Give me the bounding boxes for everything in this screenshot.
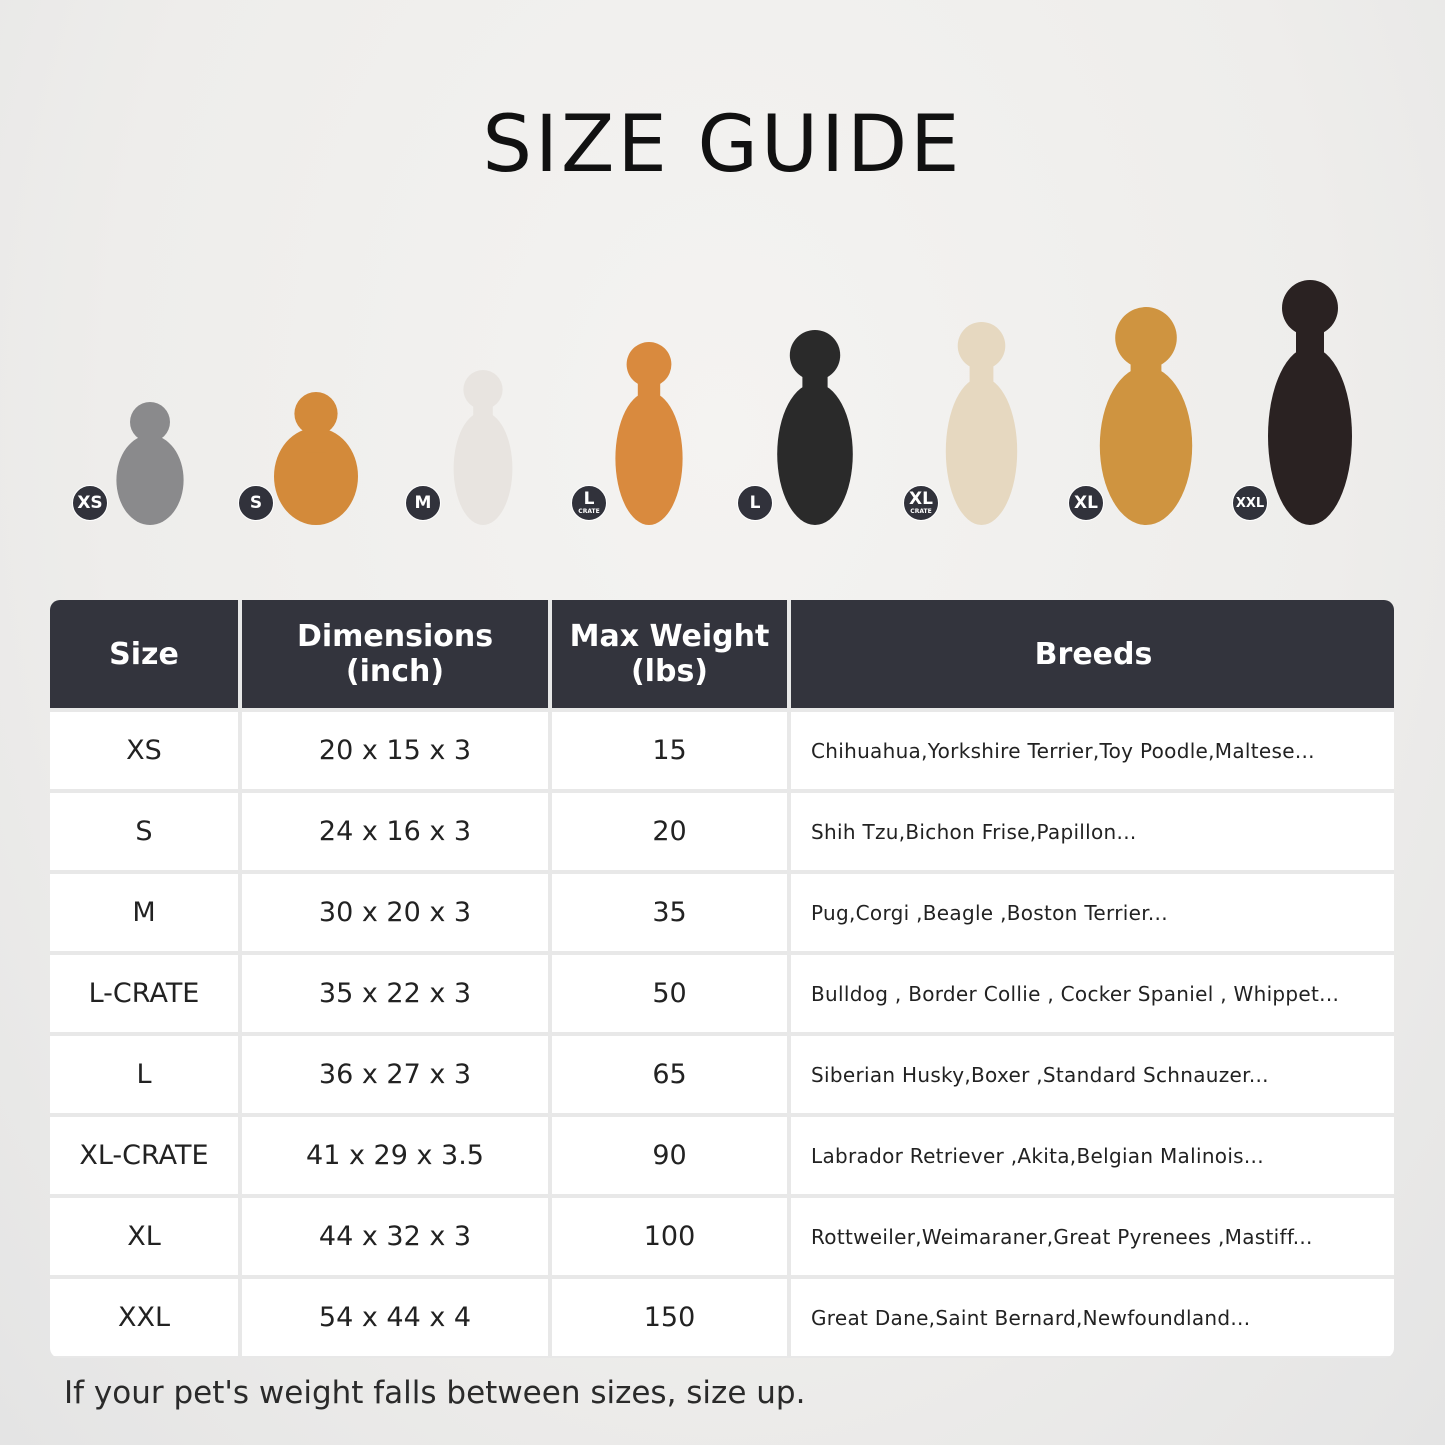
size-cell: L [50,1036,238,1113]
max-weight-cell: 35 [552,874,787,951]
dimensions-cell: 41 x 29 x 3.5 [242,1117,548,1194]
header-breeds: Breeds [791,600,1394,708]
size-cell: M [50,874,238,951]
breeds-cell: Shih Tzu,Bichon Frise,Papillon... [791,793,1394,870]
max-weight-cell: 50 [552,955,787,1032]
pet-photo [1268,280,1352,525]
breeds-cell: Pug,Corgi ,Beagle ,Boston Terrier... [791,874,1394,951]
size-badge: XL CRATE [903,485,939,521]
size-cell: XL [50,1198,238,1275]
dimensions-cell: 35 x 22 x 3 [242,955,548,1032]
breeds-cell: Siberian Husky,Boxer ,Standard Schnauzer… [791,1036,1394,1113]
size-cell: L-CRATE [50,955,238,1032]
max-weight-cell: 150 [552,1279,787,1356]
badge-label: S [249,492,263,513]
pet-photo [116,402,184,525]
dimensions-cell: 30 x 20 x 3 [242,874,548,951]
sizing-note: If your pet's weight falls between sizes… [64,1375,806,1411]
size-badge: S [238,485,274,521]
header-size: Size [50,600,238,708]
badge-label: L [749,492,761,513]
breeds-cell: Bulldog , Border Collie , Cocker Spaniel… [791,955,1394,1032]
dimensions-cell: 24 x 16 x 3 [242,793,548,870]
breeds-cell: Labrador Retriever ,Akita,Belgian Malino… [791,1117,1394,1194]
badge-label: M [414,492,432,513]
size-table: Size Dimensions (inch) Max Weight (lbs) Bre… [50,600,1394,1358]
badge-label: L [583,489,595,509]
size-badge: M [405,485,441,521]
size-cell: S [50,793,238,870]
size-cell: XL-CRATE [50,1117,238,1194]
dimensions-cell: 44 x 32 x 3 [242,1198,548,1275]
size-cell: XXL [50,1279,238,1356]
badge-sublabel: CRATE [578,508,600,515]
max-weight-cell: 15 [552,712,787,789]
page-title: SIZE GUIDE [482,100,963,190]
badge-label: XXL [1235,495,1265,511]
badge-sublabel: CRATE [910,508,932,515]
pet-photo [1099,307,1193,525]
badge-label: XL [909,489,933,509]
size-badge: L [737,485,773,521]
dimensions-cell: 20 x 15 x 3 [242,712,548,789]
size-badge: XXL [1232,485,1268,521]
pet-photo [274,392,358,525]
size-cell: XS [50,712,238,789]
size-badge: XL [1068,485,1104,521]
pet-photo [615,342,683,525]
breeds-cell: Chihuahua,Yorkshire Terrier,Toy Poodle,M… [791,712,1394,789]
pet-photo [945,322,1017,525]
max-weight-cell: 20 [552,793,787,870]
max-weight-cell: 100 [552,1198,787,1275]
breeds-cell: Great Dane,Saint Bernard,Newfoundland... [791,1279,1394,1356]
badge-label: XL [1074,492,1098,513]
pet-photo [777,330,853,525]
breeds-cell: Rottweiler,Weimaraner,Great Pyrenees ,Ma… [791,1198,1394,1275]
max-weight-cell: 90 [552,1117,787,1194]
max-weight-cell: 65 [552,1036,787,1113]
badge-label: XS [77,492,103,513]
dimensions-cell: 36 x 27 x 3 [242,1036,548,1113]
header-dimensions: Dimensions (inch) [242,600,548,708]
header-max-weight: Max Weight (lbs) [552,600,787,708]
pet-photo [453,370,513,525]
size-badge: L CRATE [571,485,607,521]
dimensions-cell: 54 x 44 x 4 [242,1279,548,1356]
size-badge: XS [72,485,108,521]
